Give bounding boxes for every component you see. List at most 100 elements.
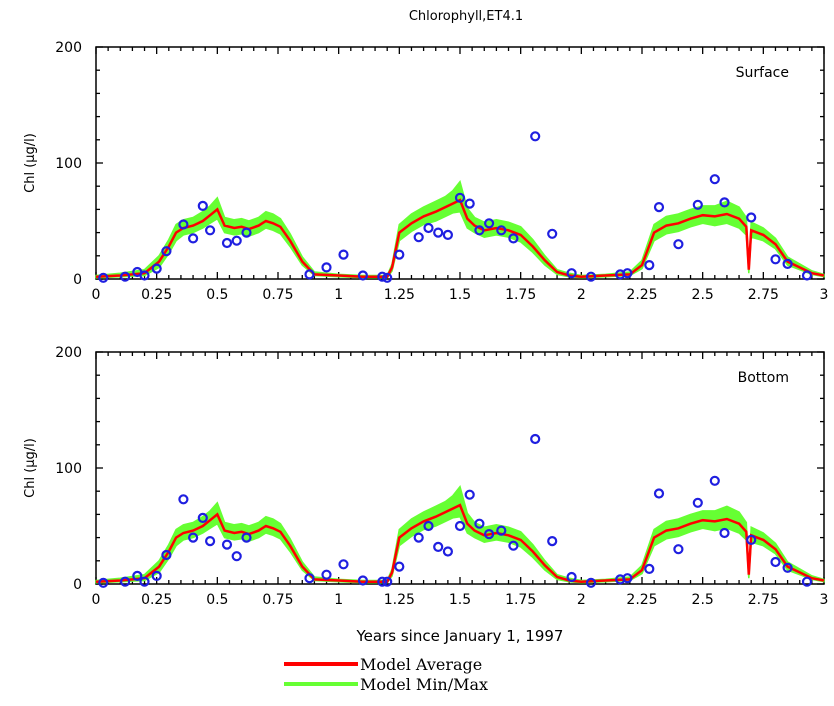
observed-point	[197, 512, 208, 524]
x-tick-label: 2.25	[626, 287, 657, 303]
observed-point	[221, 539, 233, 550]
minmax-band	[95, 484, 825, 584]
observed-point	[585, 577, 597, 588]
observed-point	[496, 525, 507, 536]
x-tick-label: 0.25	[141, 287, 172, 303]
observed-point	[394, 249, 405, 260]
x-tick-label: 0.5	[206, 287, 228, 303]
observed-point	[139, 270, 150, 281]
observed-point	[547, 535, 558, 547]
observed-point	[566, 571, 577, 583]
x-tick-label: 1.25	[384, 287, 415, 303]
average-line	[95, 198, 825, 278]
y-tick-label: 0	[73, 272, 82, 288]
y-tick-label: 100	[55, 156, 82, 172]
observed-point	[433, 227, 444, 238]
panel-label: Surface	[736, 65, 789, 81]
observed-point	[98, 272, 109, 283]
x-axis-label: Years since January 1, 1997	[356, 627, 564, 645]
x-tick-label: 3	[820, 592, 829, 608]
x-tick-label: 0.75	[262, 287, 293, 303]
surface-panel: 0 0.25 0.5 0.75 1 1.25 1.5 1.75 2 2.25 2.5 2.75 3 0 10…	[23, 40, 828, 303]
x-tick-label: 0.5	[206, 592, 228, 608]
observed-point	[673, 239, 684, 250]
observed-point	[653, 202, 665, 213]
legend: Model Average Model Min/Max	[284, 654, 544, 694]
observed-point	[622, 573, 633, 584]
observed-point	[151, 263, 162, 274]
observed-point	[139, 576, 150, 587]
observed-point	[464, 198, 475, 209]
y-axis-label: Chl (μg/l)	[23, 438, 38, 498]
observed-point	[377, 576, 388, 587]
observed-point	[474, 518, 485, 529]
observed-point	[508, 540, 519, 551]
observed-point	[357, 270, 368, 281]
legend-label-average: Model Average	[360, 654, 483, 674]
observed-point	[484, 528, 495, 540]
x-tick-label: 1.75	[505, 592, 536, 608]
observed-point	[622, 268, 633, 279]
observed-point	[221, 237, 233, 249]
observed-point	[178, 494, 189, 505]
observed-point	[205, 225, 216, 236]
x-tick-label: 0	[92, 592, 101, 608]
observed-point	[746, 534, 757, 546]
y-tick-label: 200	[55, 40, 82, 56]
x-tick-label: 2.75	[748, 287, 779, 303]
observed-point	[496, 225, 507, 236]
observed-point	[442, 229, 453, 240]
observed-point	[719, 527, 730, 539]
observed-point	[692, 199, 703, 210]
observed-point	[423, 222, 434, 234]
observed-point	[454, 192, 466, 203]
observed-point	[770, 254, 781, 265]
observed-point	[231, 235, 242, 246]
observed-point	[304, 269, 315, 280]
observed-point	[454, 520, 466, 532]
observed-point	[746, 212, 757, 223]
observed-point	[178, 219, 189, 230]
legend-label-minmax: Model Min/Max	[360, 674, 489, 694]
observed-point	[413, 232, 424, 243]
observed-point	[98, 577, 109, 588]
y-tick-label: 0	[73, 577, 82, 593]
observed-point	[231, 551, 242, 562]
x-tick-label: 1.25	[384, 592, 415, 608]
observed-point	[382, 576, 393, 587]
x-tick-label: 1.5	[449, 592, 471, 608]
x-tick-label: 3	[820, 287, 829, 303]
observed-point	[547, 228, 558, 239]
observed-point	[188, 233, 199, 244]
observed-point	[442, 546, 453, 557]
chart-title: Chlorophyll,ET4.1	[409, 9, 523, 24]
observed-point	[709, 174, 720, 185]
x-tick-label: 0.25	[141, 592, 172, 608]
observed-point	[119, 271, 131, 282]
average-line	[95, 503, 825, 583]
x-tick-label: 2	[577, 287, 586, 303]
observed-point	[241, 532, 252, 543]
observed-point	[188, 532, 199, 543]
observed-point	[413, 532, 424, 543]
x-tick-label: 2.25	[626, 592, 657, 608]
observed-point	[377, 271, 388, 282]
observed-point	[801, 576, 813, 587]
legend-item-minmax: Model Min/Max	[284, 674, 544, 694]
observed-point	[321, 569, 332, 580]
x-tick-label: 1	[334, 592, 343, 608]
observed-point	[770, 556, 781, 568]
observed-point	[132, 570, 143, 582]
observed-point	[161, 246, 172, 257]
legend-swatch-minmax	[284, 682, 358, 686]
observed-point	[119, 576, 131, 587]
observed-point	[338, 559, 349, 570]
observed-point	[382, 272, 393, 283]
plot-frame	[95, 351, 825, 585]
observed-point	[484, 218, 495, 229]
x-tick-label: 0	[92, 287, 101, 303]
x-tick-label: 0.75	[262, 592, 293, 608]
x-tick-label: 1.75	[505, 287, 536, 303]
observed-point	[530, 131, 541, 142]
